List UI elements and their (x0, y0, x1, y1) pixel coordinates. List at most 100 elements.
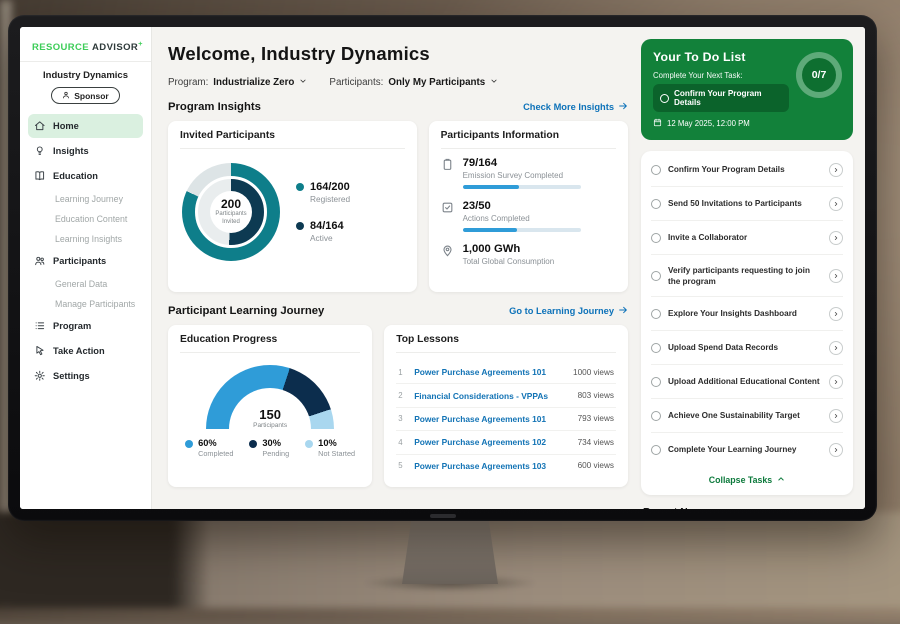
lesson-rank: 1 (398, 367, 403, 377)
task-checkbox[interactable] (651, 270, 661, 281)
task-chevron-button[interactable] (829, 196, 843, 211)
task-chevron-button[interactable] (829, 306, 843, 321)
legend-not-started: 10% Not Started (305, 438, 355, 458)
next-task-pill[interactable]: Confirm Your Program Details (653, 84, 789, 112)
location-pin-icon (441, 244, 454, 257)
task-checkbox[interactable] (651, 376, 661, 387)
task-chevron-button[interactable] (829, 230, 843, 245)
sidebar-item-learning-journey[interactable]: Learning Journey (28, 189, 143, 209)
task-row[interactable]: Upload Additional Educational Content (651, 365, 843, 400)
education-progress-card: Education Progress 150 Participants (168, 325, 373, 487)
sidebar-item-program[interactable]: Program (28, 314, 143, 338)
legend-dot-blue (185, 440, 194, 448)
pending-value: 30% (262, 438, 281, 448)
sponsor-label: Sponsor (74, 90, 109, 101)
sidebar-item-general-data[interactable]: General Data (28, 274, 143, 294)
todo-progress-count: 0/7 (802, 58, 836, 92)
survey-progress-fill (462, 185, 520, 189)
task-label: Complete Your Learning Journey (668, 445, 797, 455)
lesson-row[interactable]: 4 Power Purchase Agreements 102 734 view… (396, 431, 616, 455)
task-row[interactable]: Explore Your Insights Dashboard (651, 297, 843, 332)
task-row[interactable]: Complete Your Learning Journey (651, 433, 843, 466)
lesson-title-link[interactable]: Power Purchase Agreements 101 (414, 367, 547, 378)
participants-dropdown-label: Participants: (329, 77, 384, 88)
program-dropdown-label: Program: (168, 77, 209, 88)
nav-label: Learning Insights (55, 234, 122, 245)
sidebar-item-education[interactable]: Education (28, 164, 143, 188)
task-chevron-button[interactable] (829, 442, 843, 457)
chevron-down-icon (490, 77, 498, 88)
todo-subtitle: Complete Your Next Task: (653, 71, 743, 80)
lesson-row[interactable]: 3 Power Purchase Agreements 101 793 view… (396, 408, 616, 432)
invited-total: 200 (220, 197, 242, 212)
go-to-learning-journey-link[interactable]: Go to Learning Journey (509, 305, 628, 317)
task-chevron-button[interactable] (829, 408, 843, 423)
center-column: Welcome, Industry Dynamics Program: Indu… (168, 39, 628, 509)
person-icon (62, 91, 70, 101)
lesson-row[interactable]: 5 Power Purchase Agreements 103 600 view… (396, 455, 616, 477)
task-chevron-button[interactable] (829, 340, 843, 355)
task-checkbox[interactable] (651, 444, 661, 455)
task-row[interactable]: Confirm Your Program Details (651, 153, 843, 187)
org-name: Industry Dynamics (43, 70, 128, 82)
collapse-tasks-link[interactable]: Collapse Tasks (651, 466, 843, 495)
logo-advisor: ADVISOR (92, 42, 139, 54)
sidebar-item-education-content[interactable]: Education Content (28, 209, 143, 229)
program-dropdown[interactable]: Program: Industrialize Zero (168, 77, 307, 88)
lesson-title-link[interactable]: Financial Considerations - VPPAs (414, 390, 549, 401)
sidebar-item-participants[interactable]: Participants (28, 249, 143, 273)
task-checkbox[interactable] (651, 410, 661, 421)
task-chevron-button[interactable] (829, 162, 843, 177)
chevron-down-icon (299, 77, 307, 88)
task-row[interactable]: Send 50 Invitations to Participants (651, 187, 843, 221)
task-checkbox[interactable] (651, 198, 661, 209)
actions-label: Actions Completed (462, 214, 530, 223)
education-total: 150 (259, 407, 281, 423)
legend-dot-navy (296, 222, 304, 230)
lesson-title-link[interactable]: Power Purchase Agreements 102 (414, 437, 547, 448)
completed-label: Completed (198, 449, 234, 458)
sponsor-badge[interactable]: Sponsor (51, 87, 120, 105)
sidebar-item-manage-participants[interactable]: Manage Participants (28, 294, 143, 314)
survey-label: Emission Survey Completed (462, 171, 564, 180)
arrow-right-icon (618, 305, 628, 317)
check-more-insights-link[interactable]: Check More Insights (523, 101, 628, 113)
task-checkbox[interactable] (651, 342, 661, 353)
sidebar-item-learning-insights[interactable]: Learning Insights (28, 229, 143, 249)
task-checkbox[interactable] (651, 164, 661, 175)
registered-label: Registered (310, 194, 351, 204)
lesson-title-link[interactable]: Power Purchase Agreements 101 (414, 413, 547, 424)
task-row[interactable]: Achieve One Sustainability Target (651, 399, 843, 434)
task-checkbox[interactable] (651, 308, 661, 319)
task-chevron-button[interactable] (829, 374, 843, 389)
participants-dropdown[interactable]: Participants: Only My Participants (329, 77, 498, 88)
sidebar-item-take-action[interactable]: Take Action (28, 339, 143, 363)
task-row[interactable]: Upload Spend Data Records (651, 331, 843, 366)
lesson-title-link[interactable]: Power Purchase Agreements 103 (414, 460, 547, 471)
card-title: Education Progress (180, 334, 361, 353)
task-chevron-button[interactable] (829, 268, 843, 283)
monitor-stand (402, 518, 498, 584)
lesson-row[interactable]: 2 Financial Considerations - VPPAs 803 v… (396, 384, 616, 408)
divider (20, 61, 151, 63)
card-title: Top Lessons (396, 334, 616, 353)
nav-label: Participants (53, 256, 107, 267)
sidebar-item-home[interactable]: Home (28, 114, 143, 139)
lesson-rank: 5 (398, 461, 403, 471)
check-square-icon (441, 201, 454, 214)
next-task-due: 12 May 2025, 12:00 PM (653, 118, 841, 129)
card-title: Invited Participants (180, 130, 405, 149)
filter-bar: Program: Industrialize Zero Participants… (168, 77, 628, 88)
survey-progress-bar (462, 185, 581, 189)
sidebar-item-insights[interactable]: Insights (28, 139, 143, 163)
link-label: Go to Learning Journey (509, 306, 614, 316)
sidebar-item-settings[interactable]: Settings (28, 364, 143, 388)
page-title: Welcome, Industry Dynamics (168, 43, 430, 64)
task-checkbox[interactable] (651, 232, 661, 243)
legend-completed: 60% Completed (185, 438, 233, 458)
nav-label: Insights (53, 146, 89, 157)
task-row[interactable]: Verify participants requesting to join t… (651, 255, 843, 298)
task-row[interactable]: Invite a Collaborator (651, 221, 843, 255)
home-icon (34, 120, 46, 132)
lesson-row[interactable]: 1 Power Purchase Agreements 101 1000 vie… (396, 361, 616, 385)
